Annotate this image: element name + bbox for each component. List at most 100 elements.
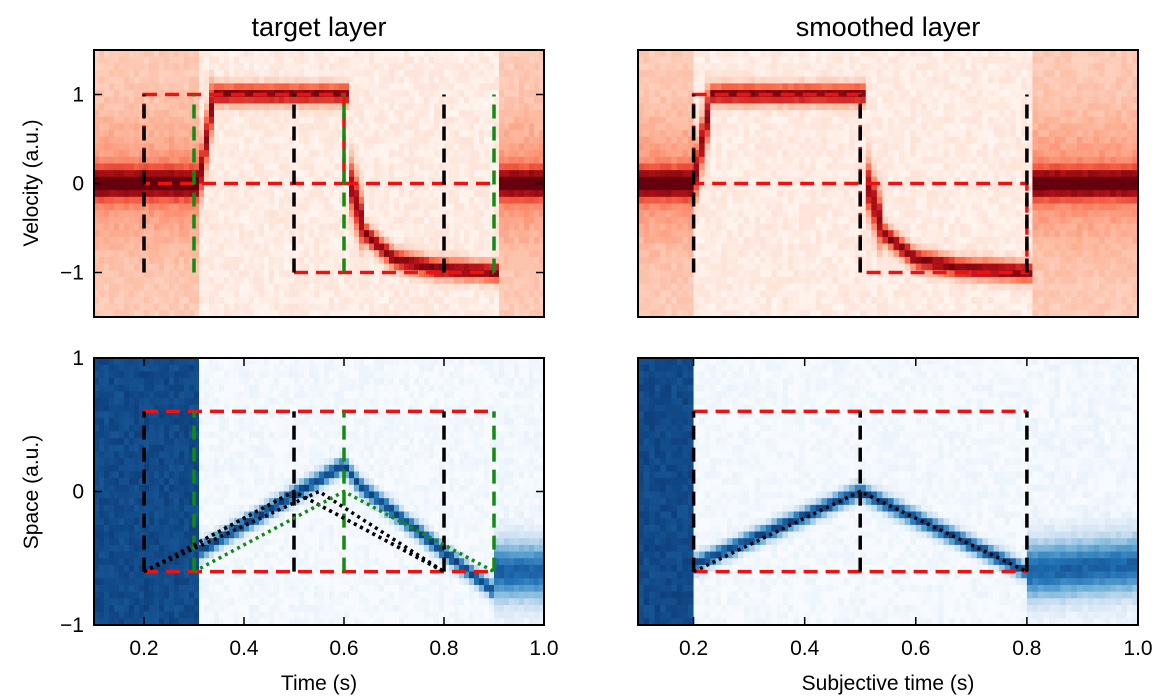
heatmap-cell [394,150,400,158]
heatmap-cell [693,70,700,78]
heatmap-cell [179,123,185,131]
heatmap-cell [749,70,756,78]
heatmap-cell [504,243,510,251]
heatmap-cell [710,183,717,191]
heatmap-cell [149,143,155,151]
heatmap-cell [726,263,734,271]
heatmap-cell [294,56,300,64]
heatmap-cell [776,50,784,58]
heatmap-cell [665,116,672,125]
heatmap-cell [244,123,250,131]
heatmap-cell [788,116,795,125]
heatmap-cell [229,103,235,111]
heatmap-cell [771,283,778,291]
heatmap-cell [815,283,822,291]
heatmap-cell [249,123,255,131]
heatmap-cell [134,243,140,251]
heatmap-cell [821,136,828,145]
heatmap-cell [239,156,245,165]
heatmap-cell [469,130,475,138]
heatmap-cell [682,203,689,211]
heatmap-cell [244,236,250,245]
heatmap-cell [159,130,165,138]
heatmap-cell [782,296,789,305]
heatmap-cell [760,183,767,191]
heatmap-cell [269,170,275,178]
heatmap-cell [676,276,684,285]
heatmap-cell [682,143,689,151]
heatmap-cell [314,70,320,78]
heatmap-cell [134,110,140,118]
heatmap-cell [529,190,535,198]
heatmap-cell [704,183,711,191]
heatmap-cell [284,56,290,64]
y-tick-label: 0 [72,173,84,196]
heatmap-cell [129,110,135,118]
heatmap-cell [793,50,800,58]
heatmap-cell [299,216,305,225]
heatmap-cell [529,103,535,111]
heatmap-cell [788,130,795,138]
heatmap-cell [194,216,200,225]
heatmap-cell [776,250,784,258]
heatmap-cell [454,156,460,165]
heatmap-cell [269,63,275,71]
heatmap-cell [665,123,672,131]
heatmap-cell [269,230,275,238]
heatmap-cell [339,203,345,211]
heatmap-cell [529,303,535,311]
heatmap-cell [810,70,817,78]
heatmap-cell [164,116,170,125]
heatmap-cell [224,130,230,138]
heatmap-cell [424,276,430,285]
heatmap-cell [139,136,145,145]
heatmap-cell [139,270,145,278]
heatmap-cell [534,103,540,111]
heatmap-cell [184,176,190,185]
heatmap-cell [444,163,450,171]
heatmap-cell [676,156,684,165]
heatmap-cell [469,230,475,238]
heatmap-cell [359,123,365,131]
heatmap-cell [204,70,210,78]
heatmap-cell [474,296,480,305]
heatmap-cell [114,283,120,291]
heatmap-cell [374,110,380,118]
heatmap-cell [710,50,717,58]
heatmap-cell [94,236,100,245]
heatmap-cell [389,76,395,84]
heatmap-cell [671,303,678,311]
heatmap-cell [732,270,739,278]
heatmap-cell [524,163,530,171]
heatmap-cell [344,103,350,111]
heatmap-cell [534,236,540,245]
heatmap-cell [184,250,190,258]
heatmap-cell [269,83,275,91]
heatmap-cell [499,216,505,225]
heatmap-cell [239,183,245,191]
heatmap-cell [676,83,684,91]
heatmap-cell [384,76,390,84]
heatmap-cell [289,270,295,278]
heatmap-cell [749,230,756,238]
heatmap-cell [439,63,445,71]
heatmap-cell [384,176,390,185]
heatmap-cell [449,176,455,185]
heatmap-cell [804,123,811,131]
heatmap-cell [810,83,817,91]
heatmap-cell [339,96,345,104]
heatmap-cell [234,210,240,218]
heatmap-cell [494,223,500,231]
heatmap-cell [339,216,345,225]
heatmap-cell [314,63,320,71]
heatmap-cell [404,283,410,291]
heatmap-cell [754,183,761,191]
heatmap-cell [119,170,125,178]
heatmap-cell [154,310,160,317]
heatmap-cell [174,270,180,278]
heatmap-cell [389,150,395,158]
heatmap-cell [304,76,310,84]
heatmap-cell [464,203,470,211]
heatmap-cell [99,243,105,251]
heatmap-cell [754,283,761,291]
